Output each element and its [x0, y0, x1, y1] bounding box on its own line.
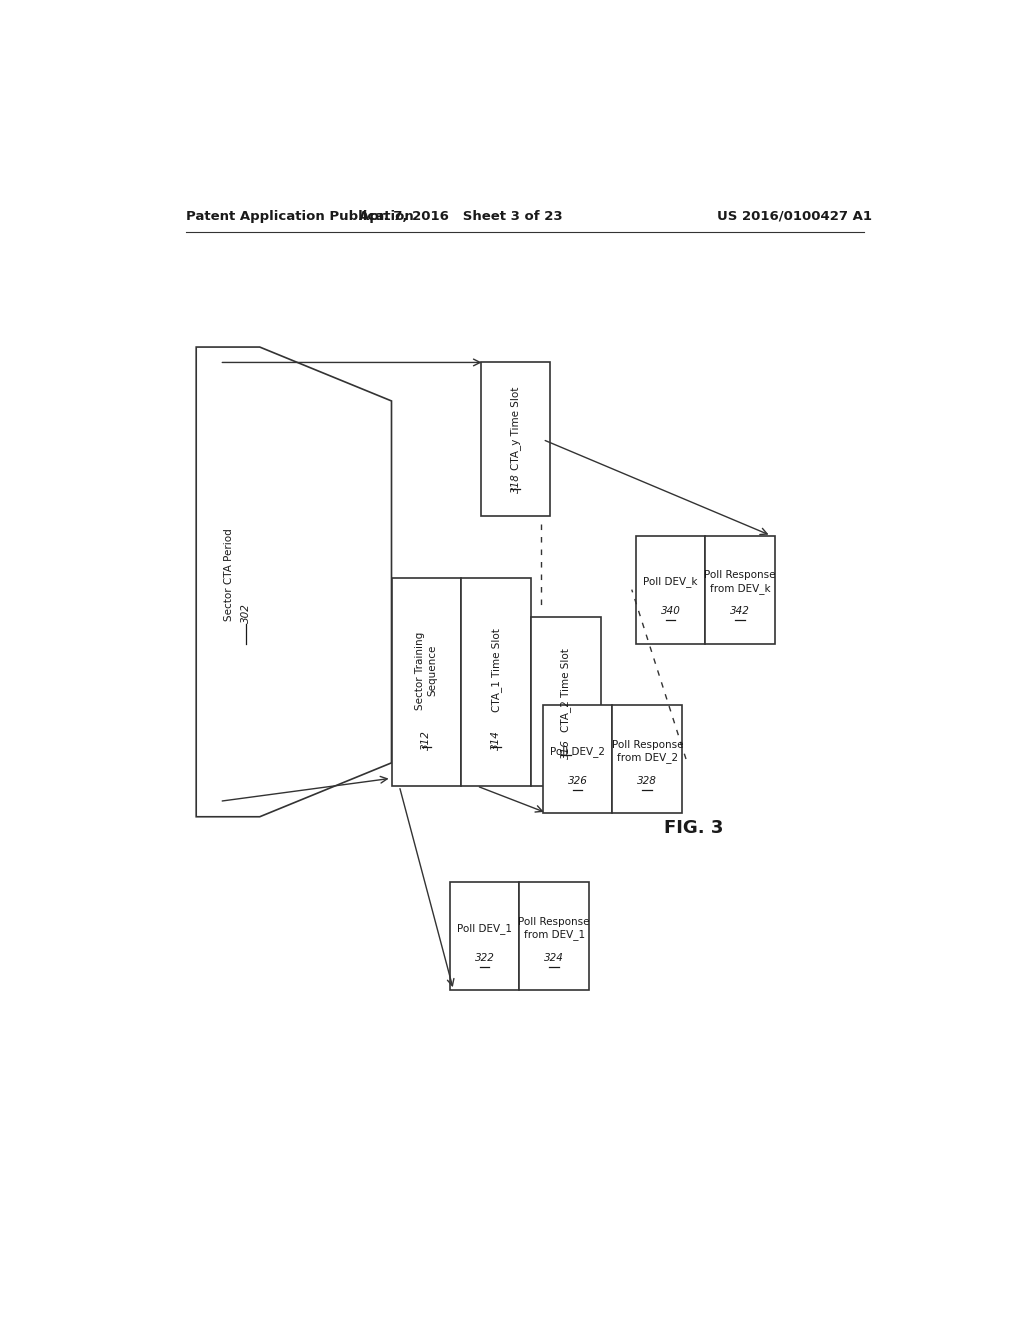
Text: 318: 318: [511, 473, 520, 492]
Bar: [636, 536, 706, 644]
Bar: [450, 882, 519, 990]
Text: Poll DEV_k: Poll DEV_k: [643, 577, 697, 587]
Polygon shape: [197, 347, 391, 817]
Text: 314: 314: [492, 730, 501, 750]
Text: CTA_1 Time Slot: CTA_1 Time Slot: [490, 628, 502, 713]
Bar: [706, 536, 775, 644]
Text: Sector CTA Period: Sector CTA Period: [224, 528, 233, 620]
Text: CTA_y Time Slot: CTA_y Time Slot: [510, 387, 521, 470]
Text: Poll DEV_1: Poll DEV_1: [457, 923, 512, 933]
Text: Poll Response
from DEV_2: Poll Response from DEV_2: [611, 739, 683, 763]
Bar: [543, 705, 612, 813]
Text: 302: 302: [241, 603, 251, 623]
Bar: [519, 882, 589, 990]
Text: 328: 328: [637, 776, 657, 785]
Text: FIG. 3: FIG. 3: [664, 820, 723, 837]
Bar: [391, 578, 461, 785]
Text: 340: 340: [660, 606, 680, 616]
Bar: [461, 578, 531, 785]
Text: US 2016/0100427 A1: US 2016/0100427 A1: [717, 210, 872, 223]
Bar: [480, 363, 550, 516]
Text: 312: 312: [421, 730, 431, 750]
Text: 326: 326: [567, 776, 588, 785]
Text: Poll DEV_2: Poll DEV_2: [550, 746, 605, 756]
Text: Poll Response
from DEV_1: Poll Response from DEV_1: [518, 917, 590, 940]
Text: 316: 316: [561, 739, 570, 759]
Text: CTA_2 Time Slot: CTA_2 Time Slot: [560, 648, 571, 731]
Text: Sector Training
Sequence: Sector Training Sequence: [415, 631, 437, 710]
Bar: [531, 616, 601, 785]
Text: 322: 322: [474, 953, 495, 962]
Text: Patent Application Publication: Patent Application Publication: [186, 210, 414, 223]
Bar: [612, 705, 682, 813]
Text: Poll Response
from DEV_k: Poll Response from DEV_k: [705, 570, 776, 594]
Text: Apr. 7, 2016   Sheet 3 of 23: Apr. 7, 2016 Sheet 3 of 23: [359, 210, 563, 223]
Text: 324: 324: [545, 953, 564, 962]
Text: 342: 342: [730, 606, 751, 616]
